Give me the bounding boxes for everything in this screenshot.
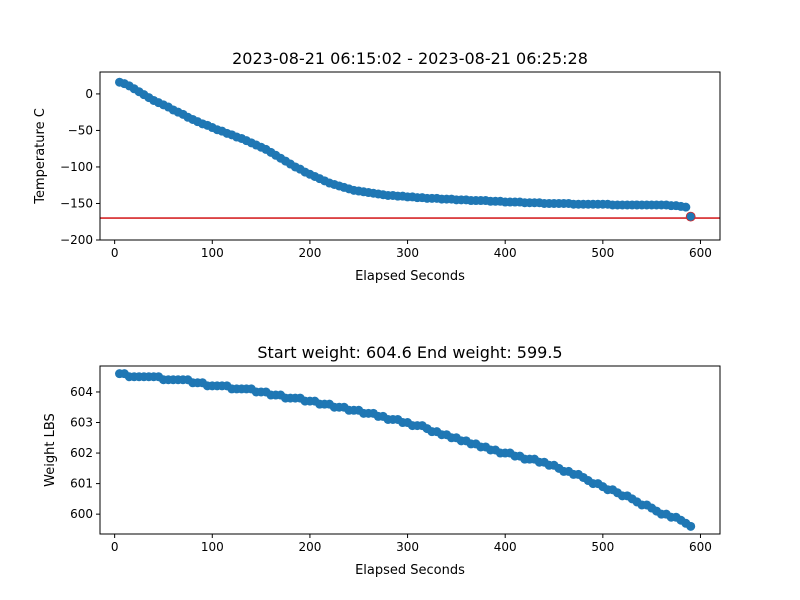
weight-x-axis-label: Elapsed Seconds [355,563,465,578]
weight-x-tick-label: 400 [494,540,517,554]
temperature-x-ticks: 0 100 200 300 400 500 600 [111,240,712,260]
temperature-chart-title: 2023-08-21 06:15:02 - 2023-08-21 06:25:2… [232,49,588,68]
weight-y-tick-label: 601 [70,477,93,491]
temperature-x-tick-label: 600 [689,246,712,260]
temperature-chart: 2023-08-21 06:15:02 - 2023-08-21 06:25:2… [33,49,721,284]
temperature-x-tick-label: 300 [396,246,419,260]
weight-x-tick-label: 300 [396,540,419,554]
temperature-x-tick-label: 400 [494,246,517,260]
weight-x-tick-label: 200 [298,540,321,554]
temperature-x-tick-label: 0 [111,246,119,260]
temperature-y-axis-label: Temperature C [33,108,48,205]
weight-chart-title: Start weight: 604.6 End weight: 599.5 [257,343,562,362]
temperature-y-tick-label: −50 [68,123,93,137]
temperature-x-tick-label: 100 [201,246,224,260]
temperature-reference-line-group [100,211,720,222]
weight-plot-frame [99,365,721,535]
weight-x-ticks: 0 100 200 300 400 500 600 [111,534,712,554]
temperature-data-point [681,202,691,212]
weight-y-axis-label: Weight LBS [43,413,58,487]
weight-chart: Start weight: 604.6 End weight: 599.5 0 1… [43,343,721,578]
temperature-y-tick-label: −100 [60,160,93,174]
temperature-y-tick-label: −200 [60,233,93,247]
weight-y-tick-label: 602 [70,446,93,460]
temperature-x-tick-label: 200 [298,246,321,260]
temperature-y-ticks: 0 −50 −100 −150 −200 [60,87,100,247]
weight-x-tick-label: 100 [201,540,224,554]
weight-x-tick-label: 0 [111,540,119,554]
weight-y-tick-label: 604 [70,385,93,399]
weight-data-point [686,521,696,531]
temperature-x-axis-label: Elapsed Seconds [355,269,465,284]
temperature-final-point [685,211,696,222]
temperature-plot-frame [99,71,721,241]
weight-y-tick-label: 600 [70,507,93,521]
temperature-y-tick-label: −150 [60,196,93,210]
temperature-x-tick-label: 500 [591,246,614,260]
temperature-points [115,77,691,212]
temperature-y-tick-label: 0 [85,87,93,101]
weight-y-ticks: 600 601 602 603 604 [70,385,100,521]
weight-y-tick-label: 603 [70,416,93,430]
weight-points [115,369,696,531]
weight-x-tick-label: 500 [591,540,614,554]
weight-x-tick-label: 600 [689,540,712,554]
